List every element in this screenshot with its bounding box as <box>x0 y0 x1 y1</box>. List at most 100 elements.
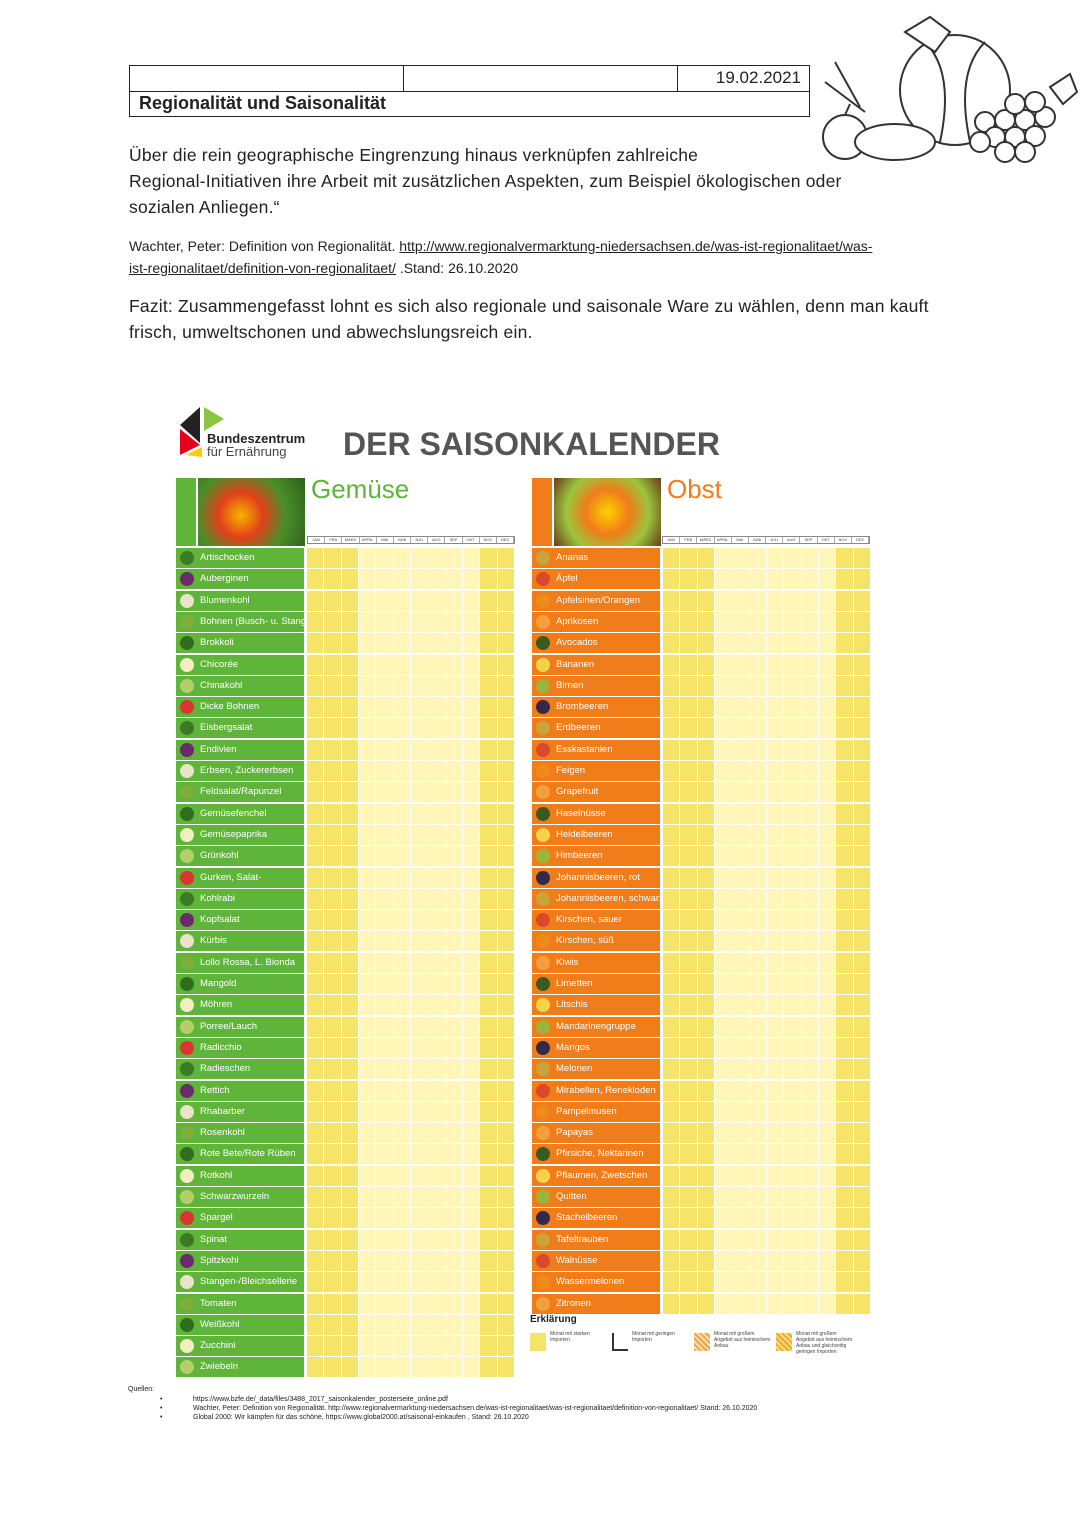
month-cell <box>410 1357 429 1378</box>
month-cell <box>818 1059 837 1080</box>
month-cell <box>853 654 871 675</box>
month-cell <box>428 974 446 994</box>
calendar-row: Spargel <box>176 1208 516 1229</box>
month-cell <box>663 846 681 867</box>
calendar-row: Kirschen, sauer <box>532 910 872 931</box>
month-cell <box>818 782 837 803</box>
month-cell <box>663 569 681 590</box>
item-label: Kirschen, sauer <box>532 910 660 931</box>
month-cell <box>410 1059 429 1080</box>
month-cell <box>358 718 377 739</box>
month-cell <box>801 739 819 760</box>
month-cell <box>801 1250 819 1271</box>
month-cell <box>324 1080 342 1101</box>
month-cell <box>497 1016 515 1037</box>
month-cell <box>445 867 463 888</box>
item-label: Pflaumen, Zwetschen <box>532 1165 660 1186</box>
calendar-row: Mirabellen, Renekloden <box>532 1080 872 1101</box>
month-cell <box>480 697 498 718</box>
month-cell <box>853 1165 871 1186</box>
month-cell <box>663 1101 681 1122</box>
month-cells <box>663 675 871 696</box>
quote-line: Über die rein geographische Eingrenzung … <box>129 145 699 165</box>
item-icon <box>180 870 194 885</box>
month-cell <box>393 633 411 654</box>
month-cell <box>680 1208 698 1229</box>
month-cell <box>749 888 767 909</box>
calendar-row: Erbsen, Zuckererbsen <box>176 761 516 781</box>
month-cell <box>801 867 819 888</box>
month-cell <box>376 1314 394 1335</box>
citation-link[interactable]: ist-regionalitaet/definition-von-regiona… <box>129 260 396 276</box>
item-icon <box>180 572 194 587</box>
month-cell <box>410 1080 429 1101</box>
month-cell <box>680 675 698 696</box>
item-label: Rotkohl <box>176 1165 304 1186</box>
calendar-row: Rotkohl <box>176 1165 516 1186</box>
month-cell <box>324 1250 342 1271</box>
month-cell <box>784 654 802 675</box>
month-cell <box>697 931 715 952</box>
month-cell <box>853 697 871 718</box>
month-cell <box>836 548 854 568</box>
item-name: Brokkoli <box>200 637 234 649</box>
item-icon <box>180 636 194 651</box>
month-cell <box>341 675 359 696</box>
source-bullet: • <box>160 1396 163 1403</box>
citation-link[interactable]: http://www.regionalvermarktung-niedersac… <box>399 238 873 254</box>
month-cell <box>766 1208 785 1229</box>
harvest-illustration <box>822 15 1079 163</box>
month-cell <box>307 1123 325 1144</box>
month-cell <box>714 1272 733 1293</box>
month-cell <box>341 846 359 867</box>
legend: Monat mit starken Importen Monat mit geri… <box>530 1331 870 1355</box>
month-cell <box>818 824 837 845</box>
month-cell <box>307 1336 325 1357</box>
month-cell <box>497 952 515 973</box>
item-label: Johannisbeeren, rot <box>532 867 660 888</box>
month-cell <box>393 846 411 867</box>
month-cell <box>766 761 785 781</box>
month-cell <box>341 1187 359 1207</box>
item-name: Rotkohl <box>200 1169 233 1181</box>
month-cell <box>428 1080 446 1101</box>
month-cell <box>410 974 429 994</box>
month-cell <box>784 739 802 760</box>
month-cell <box>801 1037 819 1058</box>
month-cell <box>836 1016 854 1037</box>
month-cell <box>836 803 854 824</box>
item-label: Mandarinengruppe <box>532 1016 660 1037</box>
legend-swatch <box>612 1333 628 1351</box>
month-cell <box>358 1080 377 1101</box>
month-cell <box>853 548 871 568</box>
month-cell <box>697 569 715 590</box>
month-cell <box>853 803 871 824</box>
item-icon <box>180 785 194 800</box>
item-label: Avocados <box>532 633 660 654</box>
quote-line: Regional-Initiativen ihre Arbeit mit zus… <box>129 171 842 191</box>
item-name: Erdbeeren <box>556 722 601 734</box>
month-cell <box>462 803 481 824</box>
month-cell <box>376 1293 394 1314</box>
month-cell <box>445 1144 463 1165</box>
month-cell <box>836 761 854 781</box>
month-cell <box>749 1016 767 1037</box>
month-cell <box>714 654 733 675</box>
month-cell <box>410 995 429 1016</box>
item-name: Weißkohl <box>200 1318 240 1330</box>
month-cell <box>853 1144 871 1165</box>
month-cell <box>462 995 481 1016</box>
month-cell <box>853 931 871 952</box>
month-cell <box>480 633 498 654</box>
month-cell <box>358 846 377 867</box>
item-label: Porree/Lauch <box>176 1016 304 1037</box>
month-cell <box>410 1144 429 1165</box>
month-cell <box>445 718 463 739</box>
calendar-row: Schwarzwurzeln <box>176 1187 516 1207</box>
month-cell <box>358 888 377 909</box>
month-cell <box>818 995 837 1016</box>
item-name: Mirabellen, Renekloden <box>556 1084 656 1096</box>
month-cell <box>697 1187 715 1207</box>
month-cell <box>393 952 411 973</box>
item-icon <box>180 806 194 821</box>
